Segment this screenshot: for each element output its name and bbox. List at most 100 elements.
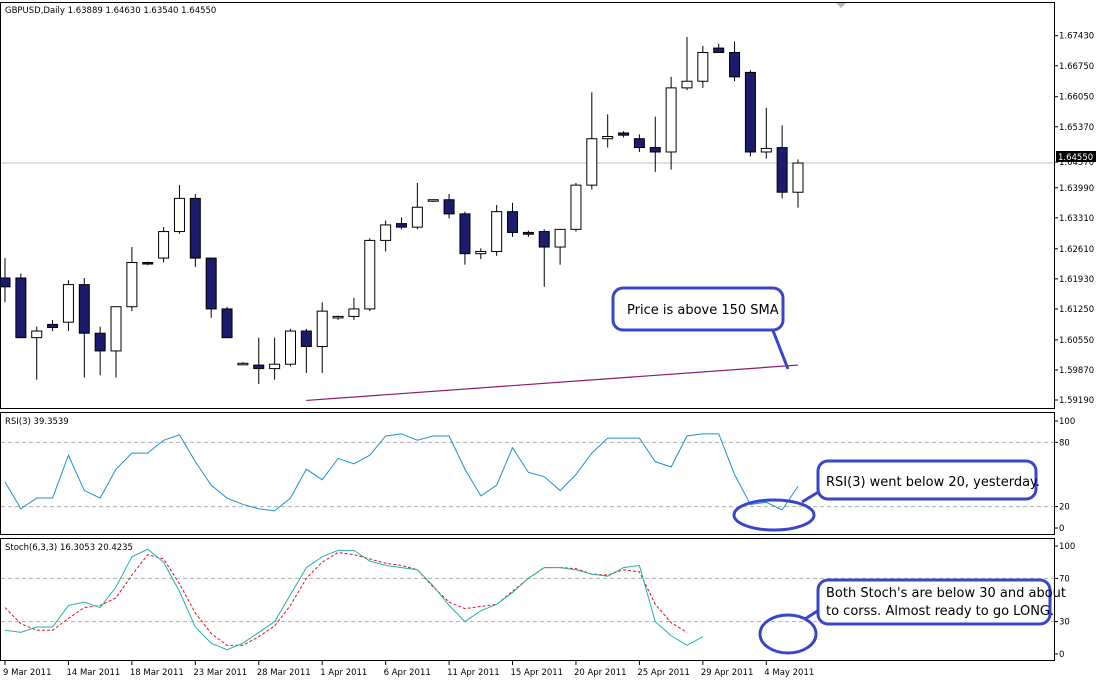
stoch-callout-text-2: to corss. Almost ready to go LONG. [826, 604, 1054, 619]
date-tick-label: 28 Mar 2011 [257, 668, 311, 678]
candle-bull [554, 228, 566, 248]
stoch-series-layer [4, 548, 704, 651]
candle-bear [15, 277, 27, 339]
rsi-callout: RSI(3) went below 20, yesterday. [732, 459, 1040, 532]
current-price-tag: 1.64550 [1058, 153, 1093, 163]
candle-bear [713, 47, 725, 54]
candle-bear [94, 332, 106, 352]
rsi-highlight-ellipse [732, 498, 816, 532]
price-tick-label: 1.61930 [1059, 275, 1094, 285]
candle-bull [126, 262, 138, 308]
price-tick-label: 1.63990 [1059, 184, 1094, 194]
candle-bull [158, 231, 170, 259]
candle-bull [269, 363, 281, 370]
stoch-tick-label: 30 [1059, 618, 1070, 628]
candle-bull [110, 306, 122, 352]
candle-bull [411, 206, 423, 228]
candle-bull [427, 199, 439, 202]
stoch-main-line [4, 548, 704, 651]
stoch-panel-title: Stoch(6,3,3) 16.3053 20.4235 [5, 543, 133, 553]
candle-bull [173, 197, 185, 233]
price-callout-box [611, 286, 785, 332]
candle-bear [189, 197, 201, 259]
price-tick-label: 1.63310 [1059, 214, 1094, 224]
price-tick-label: 1.65370 [1059, 123, 1094, 133]
price-tick-label: 1.59870 [1059, 366, 1094, 376]
price-callout-pointer [770, 327, 790, 370]
candlestick-series [0, 37, 804, 385]
date-tick-label: 4 May 2011 [764, 668, 814, 678]
candle-bear [396, 223, 407, 228]
rsi-tick-label: 80 [1059, 438, 1070, 448]
price-tick-label: 1.62610 [1059, 245, 1094, 255]
candle-bear [253, 364, 265, 370]
date-tick-label: 25 Apr 2011 [637, 668, 690, 678]
candle-bull [31, 330, 43, 339]
rsi-line [4, 433, 799, 512]
candle-bull [760, 147, 772, 153]
price-tick-label: 1.59190 [1059, 396, 1094, 406]
price-tick-label: 1.66050 [1059, 93, 1094, 103]
candle-bull [586, 138, 598, 186]
price-tick-label: 1.67430 [1059, 32, 1094, 42]
candle-bull [602, 136, 614, 140]
scroll-marker-icon [836, 3, 846, 8]
date-tick-label: 6 Apr 2011 [384, 668, 431, 678]
date-tick-label: 15 Apr 2011 [511, 668, 564, 678]
rsi-tick-label: 20 [1059, 503, 1070, 513]
rsi-tick-label: 0 [1059, 524, 1064, 534]
candle-bull [316, 310, 328, 348]
stoch-callout: Both Stoch's are below 30 and about to c… [758, 578, 1066, 655]
candle-bull [237, 362, 249, 366]
rsi-panel-title: RSI(3) 39.3539 [5, 417, 69, 427]
date-tick-label: 20 Apr 2011 [574, 668, 627, 678]
rsi-tick-label: 100 [1059, 417, 1075, 427]
stoch-signal-line [4, 551, 688, 646]
stoch-callout-text-1: Both Stoch's are below 30 and about [826, 586, 1066, 601]
candle-bear [633, 138, 645, 149]
price-panel-frame [0, 2, 1055, 409]
candle-bull [332, 315, 344, 319]
date-tick-label: 11 Apr 2011 [447, 668, 500, 678]
current-price-tag-bg [1056, 151, 1096, 162]
rsi-callout-box [816, 459, 1038, 501]
candle-bull [284, 330, 296, 365]
candle-bull [62, 284, 74, 323]
candle-bear [221, 308, 233, 339]
date-tick-label: 29 Apr 2011 [701, 668, 754, 678]
candle-bear [522, 231, 534, 235]
candle-bear [538, 231, 550, 248]
candle-bull [491, 211, 503, 252]
candle-bear [649, 147, 661, 153]
candle-bear [47, 323, 59, 328]
candle-bull [697, 52, 709, 82]
rsi-series-layer [4, 433, 799, 512]
candle-bull [380, 224, 392, 241]
candle-bear [744, 71, 756, 153]
y-axis-ticks: 1.67430 1.66750 1.66050 1.65370 1.64570 1.639… [1054, 32, 1094, 660]
price-tick-label: 1.66750 [1059, 62, 1094, 72]
candle-bull [681, 80, 693, 89]
price-callout: Price is above 150 SMA [611, 286, 790, 370]
candle-bull [570, 184, 582, 230]
sma-150-line [306, 364, 799, 402]
candle-bear [78, 284, 90, 334]
sma-150-layer [306, 364, 799, 402]
candle-bull [665, 87, 677, 153]
date-tick-label: 1 Apr 2011 [320, 668, 367, 678]
candle-bear [618, 132, 630, 136]
candle-bear [776, 147, 788, 193]
date-tick-label: 18 Mar 2011 [130, 668, 184, 678]
x-axis-ticks: 9 Mar 2011 14 Mar 2011 18 Mar 2011 23 Mar 2… [3, 661, 814, 678]
date-tick-label: 9 Mar 2011 [3, 668, 51, 678]
candle-bull [792, 162, 804, 193]
candle-bear [300, 330, 312, 348]
stoch-tick-label: 70 [1059, 574, 1070, 584]
stoch-tick-label: 100 [1059, 542, 1075, 552]
price-callout-text: Price is above 150 SMA [627, 303, 779, 318]
price-panel-title: GBPUSD,Daily 1.63889 1.64630 1.63540 1.6… [5, 6, 216, 16]
price-tick-label: 1.60550 [1059, 336, 1094, 346]
price-tick-label: 1.64570 [1059, 158, 1094, 168]
